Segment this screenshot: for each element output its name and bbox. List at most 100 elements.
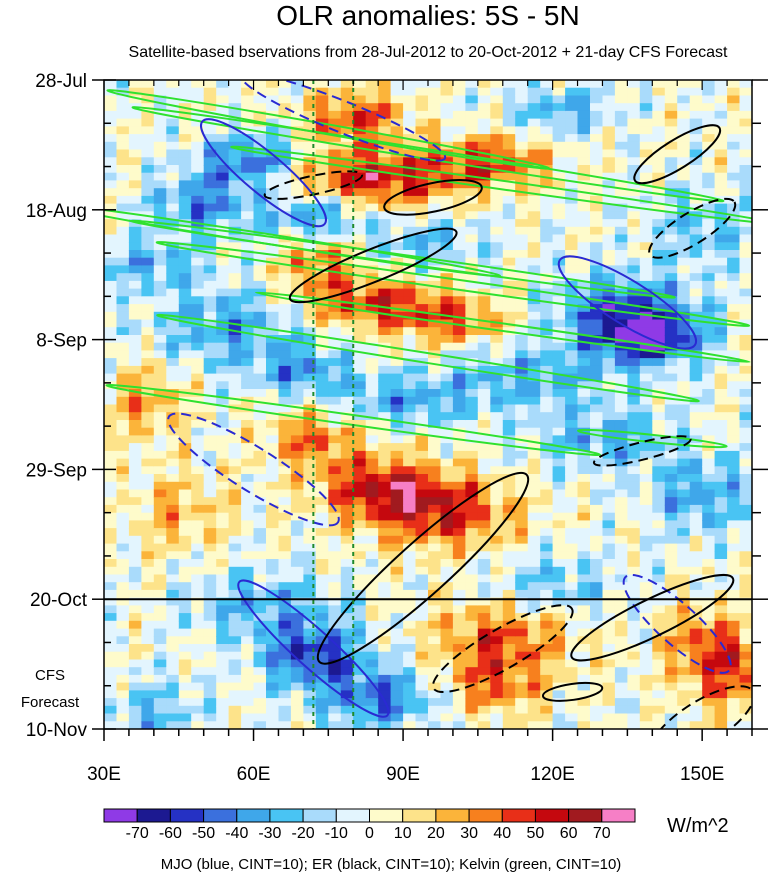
olr-cell (141, 613, 155, 622)
olr-cell (440, 520, 454, 529)
olr-cell (128, 458, 142, 467)
olr-cell (116, 280, 130, 290)
olr-cell (315, 466, 329, 475)
olr-cell (353, 682, 367, 691)
olr-cell (664, 404, 678, 413)
olr-cell (689, 404, 703, 413)
olr-cell (278, 566, 292, 576)
olr-cell (490, 342, 504, 351)
olr-cell (614, 265, 628, 274)
olr-cell (415, 126, 429, 135)
olr-cell (689, 412, 703, 421)
olr-cell (203, 95, 217, 104)
olr-cell (328, 497, 342, 506)
olr-cell (365, 165, 379, 174)
olr-cell (527, 134, 541, 143)
olr-cell (714, 427, 728, 436)
olr-cell (303, 489, 317, 498)
olr-cell (378, 87, 392, 96)
olr-cell (290, 628, 304, 637)
olr-cell (739, 389, 752, 398)
olr-cell (340, 543, 354, 552)
olr-cell (290, 404, 304, 413)
olr-cell (490, 582, 504, 591)
olr-cell (153, 651, 167, 660)
olr-cell (228, 551, 242, 560)
olr-cell (552, 574, 566, 583)
olr-cell (527, 497, 541, 506)
olr-cell (390, 481, 404, 491)
olr-cell (614, 713, 628, 722)
kelvin-contour (230, 145, 752, 225)
olr-cell (639, 87, 653, 96)
olr-cell (353, 110, 367, 120)
olr-cell (515, 304, 529, 313)
olr-cell (452, 80, 466, 89)
olr-cell (465, 613, 479, 622)
olr-cell (191, 512, 205, 521)
olr-cell (166, 474, 180, 483)
olr-cell (577, 420, 591, 429)
olr-cell (253, 574, 267, 583)
olr-cell (378, 219, 392, 228)
olr-cell (515, 674, 529, 684)
olr-cell (627, 721, 641, 729)
olr-cell (477, 427, 491, 436)
olr-cell (378, 311, 392, 321)
olr-cell (415, 674, 429, 684)
olr-cell (315, 172, 329, 181)
olr-cell (166, 667, 180, 676)
olr-cell (128, 327, 142, 336)
olr-cell (315, 597, 329, 606)
olr-cell (602, 157, 616, 166)
olr-cell (203, 296, 217, 305)
olr-cell (266, 172, 280, 181)
olr-cell (440, 466, 454, 475)
olr-cell (739, 126, 752, 135)
olr-cell (590, 265, 604, 274)
olr-cell (266, 481, 280, 491)
olr-cell (714, 180, 728, 189)
olr-cell (627, 605, 641, 614)
olr-cell (465, 80, 479, 89)
olr-cell (739, 721, 752, 729)
olr-cell (702, 551, 716, 560)
olr-cell (540, 311, 554, 321)
olr-cell (490, 335, 504, 344)
olr-cell (540, 103, 554, 112)
olr-cell (390, 110, 404, 120)
olr-cell (540, 481, 554, 491)
olr-cell (141, 582, 155, 591)
olr-cell (353, 242, 367, 251)
olr-cell (614, 605, 628, 614)
olr-cell (602, 110, 616, 120)
olr-cell (477, 705, 491, 715)
olr-cell (116, 211, 130, 220)
olr-cell (191, 566, 205, 576)
olr-cell (652, 636, 666, 645)
olr-cell (241, 559, 255, 568)
olr-cell (303, 396, 317, 406)
olr-cell (378, 110, 392, 120)
olr-cell (303, 504, 317, 514)
olr-cell (290, 219, 304, 228)
olr-cell (689, 566, 703, 576)
olr-cell (253, 597, 267, 606)
olr-cell (552, 195, 566, 205)
olr-cell (652, 682, 666, 691)
olr-cell (540, 95, 554, 104)
olr-cell (378, 180, 392, 189)
olr-cell (340, 335, 354, 344)
olr-cell (104, 528, 118, 537)
olr-cell (278, 80, 292, 89)
olr-cell (540, 226, 554, 236)
olr-cell (266, 95, 280, 104)
olr-cell (428, 126, 442, 135)
olr-cell (216, 296, 230, 305)
olr-cell (627, 126, 641, 135)
olr-cell (639, 458, 653, 467)
olr-cell (614, 698, 628, 707)
olr-cell (652, 219, 666, 228)
olr-cell (178, 512, 192, 521)
olr-cell (739, 690, 752, 699)
